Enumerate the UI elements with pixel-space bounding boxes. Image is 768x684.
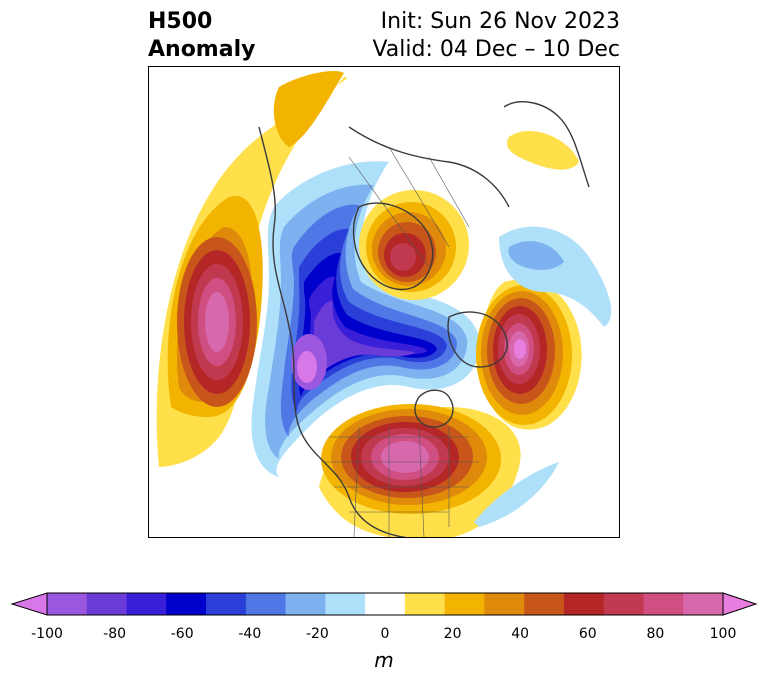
colorbar-tick-label: -100	[31, 626, 63, 642]
colorbar-extend-max	[722, 592, 758, 616]
state-borders	[324, 146, 479, 537]
title-variable: H500	[148, 9, 213, 34]
colorbar-tick-label: 100	[709, 626, 737, 642]
colorbar-bin	[404, 593, 446, 615]
colorbar-bin	[47, 593, 88, 615]
colorbar-bin	[524, 593, 565, 615]
init-date: Init: Sun 26 Nov 2023	[380, 9, 620, 34]
minor-troughs	[474, 226, 612, 527]
colorbar-bin	[444, 593, 485, 615]
colorbar-bin	[603, 593, 644, 615]
atlantic-ridge	[476, 279, 582, 430]
colorbar-bin	[245, 593, 287, 615]
map-title: H500 Anomaly	[148, 8, 255, 64]
colorbar-bin	[206, 593, 247, 615]
anomaly-map	[148, 66, 620, 538]
map-dates: Init: Sun 26 Nov 2023 Valid: 04 Dec – 10…	[372, 8, 620, 64]
colorbar-tick-label: -80	[103, 626, 127, 642]
map-canvas	[156, 70, 612, 537]
colorbar-tick-label: -60	[170, 626, 194, 642]
colorbar-bin	[86, 593, 128, 615]
colorbar-tick-label: -20	[305, 626, 329, 642]
colorbar	[10, 590, 758, 622]
valid-range: Valid: 04 Dec – 10 Dec	[372, 37, 620, 62]
colorbar-bin	[166, 593, 207, 615]
colorbar-bin	[285, 593, 326, 615]
colorbar-bin	[365, 593, 406, 615]
colorbar-unit: m	[374, 648, 394, 672]
central-trough	[251, 161, 480, 477]
colorbar-bin	[325, 593, 366, 615]
colorbar-svg	[10, 592, 758, 616]
colorbar-bin	[484, 593, 525, 615]
hudson-ridge	[359, 190, 469, 300]
greenland-ridge	[273, 70, 579, 170]
pacific-ridge	[156, 77, 347, 467]
colorbar-tick-label: 60	[578, 626, 597, 642]
colorbar-bin	[563, 593, 605, 615]
title-type: Anomaly	[148, 37, 256, 62]
colorbar-tick-label: 40	[511, 626, 530, 642]
colorbar-tick-label: 20	[443, 626, 462, 642]
colorbar-bin	[643, 593, 684, 615]
colorbar-tick-label: -40	[238, 626, 262, 642]
colorbar-bin	[683, 593, 724, 615]
colorbar-tick-label: 0	[380, 626, 390, 642]
colorbar-border	[46, 592, 724, 616]
eastern-us-ridge	[319, 404, 521, 537]
colorbar-bin	[126, 593, 167, 615]
coastlines	[258, 101, 590, 537]
colorbar-tick-label: 80	[646, 626, 665, 642]
colorbar-extend-min	[10, 592, 48, 616]
